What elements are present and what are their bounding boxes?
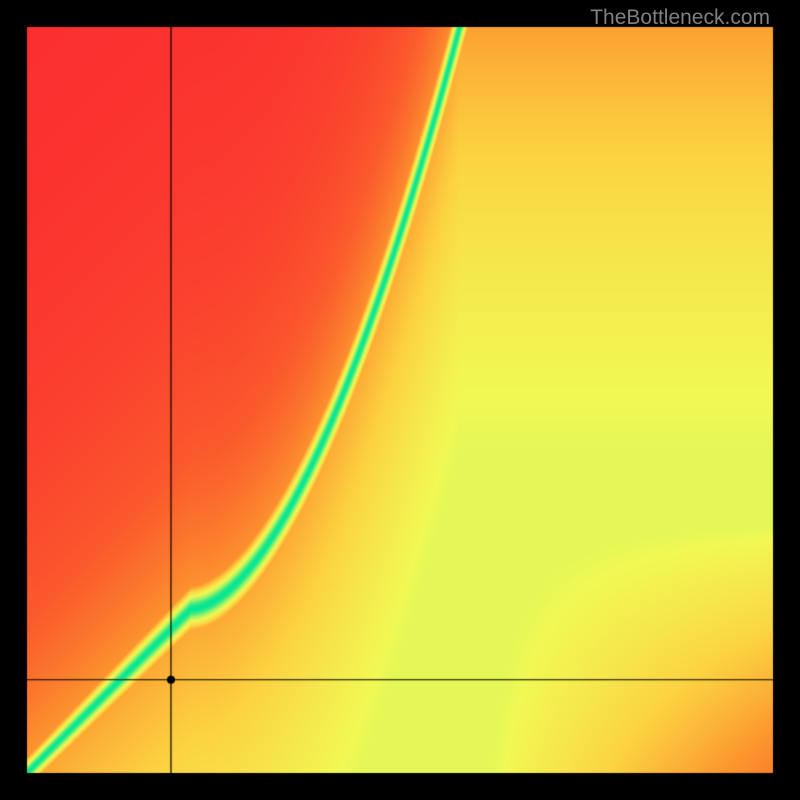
watermark-text: TheBottleneck.com — [590, 6, 770, 30]
bottleneck-heatmap — [0, 0, 800, 800]
chart-container: TheBottleneck.com — [0, 0, 800, 800]
